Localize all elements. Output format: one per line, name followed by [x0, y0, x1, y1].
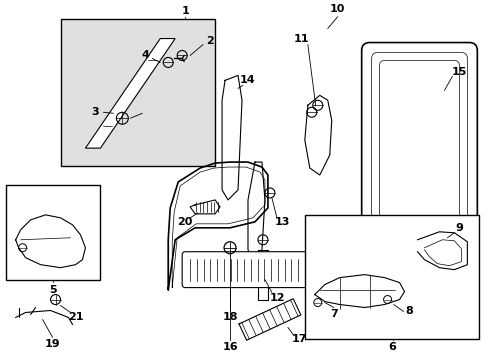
Text: 4: 4 — [141, 50, 149, 60]
Text: 7: 7 — [329, 310, 337, 319]
Text: 15: 15 — [451, 67, 466, 77]
FancyBboxPatch shape — [371, 53, 467, 298]
Text: 9: 9 — [454, 223, 462, 233]
Text: 3: 3 — [91, 107, 99, 117]
Text: 20: 20 — [177, 217, 192, 227]
Text: 19: 19 — [44, 339, 60, 349]
Text: 11: 11 — [293, 33, 309, 44]
Text: 13: 13 — [274, 217, 289, 227]
Text: 2: 2 — [206, 36, 214, 46]
Polygon shape — [85, 39, 175, 148]
Text: 16: 16 — [222, 342, 237, 352]
FancyBboxPatch shape — [182, 252, 312, 288]
Text: 12: 12 — [269, 293, 285, 302]
Text: 8: 8 — [405, 306, 412, 316]
FancyBboxPatch shape — [361, 42, 476, 307]
Text: 17: 17 — [291, 334, 307, 345]
Bar — [6, 185, 100, 280]
Bar — [61, 19, 215, 166]
Text: 10: 10 — [329, 4, 345, 14]
Text: 1: 1 — [181, 6, 189, 15]
Text: 6: 6 — [388, 342, 396, 352]
FancyBboxPatch shape — [379, 60, 458, 289]
Text: 5: 5 — [49, 284, 56, 294]
Text: 18: 18 — [222, 312, 237, 323]
Text: 21: 21 — [68, 312, 83, 323]
Text: 14: 14 — [240, 75, 255, 85]
Bar — [304, 215, 478, 339]
